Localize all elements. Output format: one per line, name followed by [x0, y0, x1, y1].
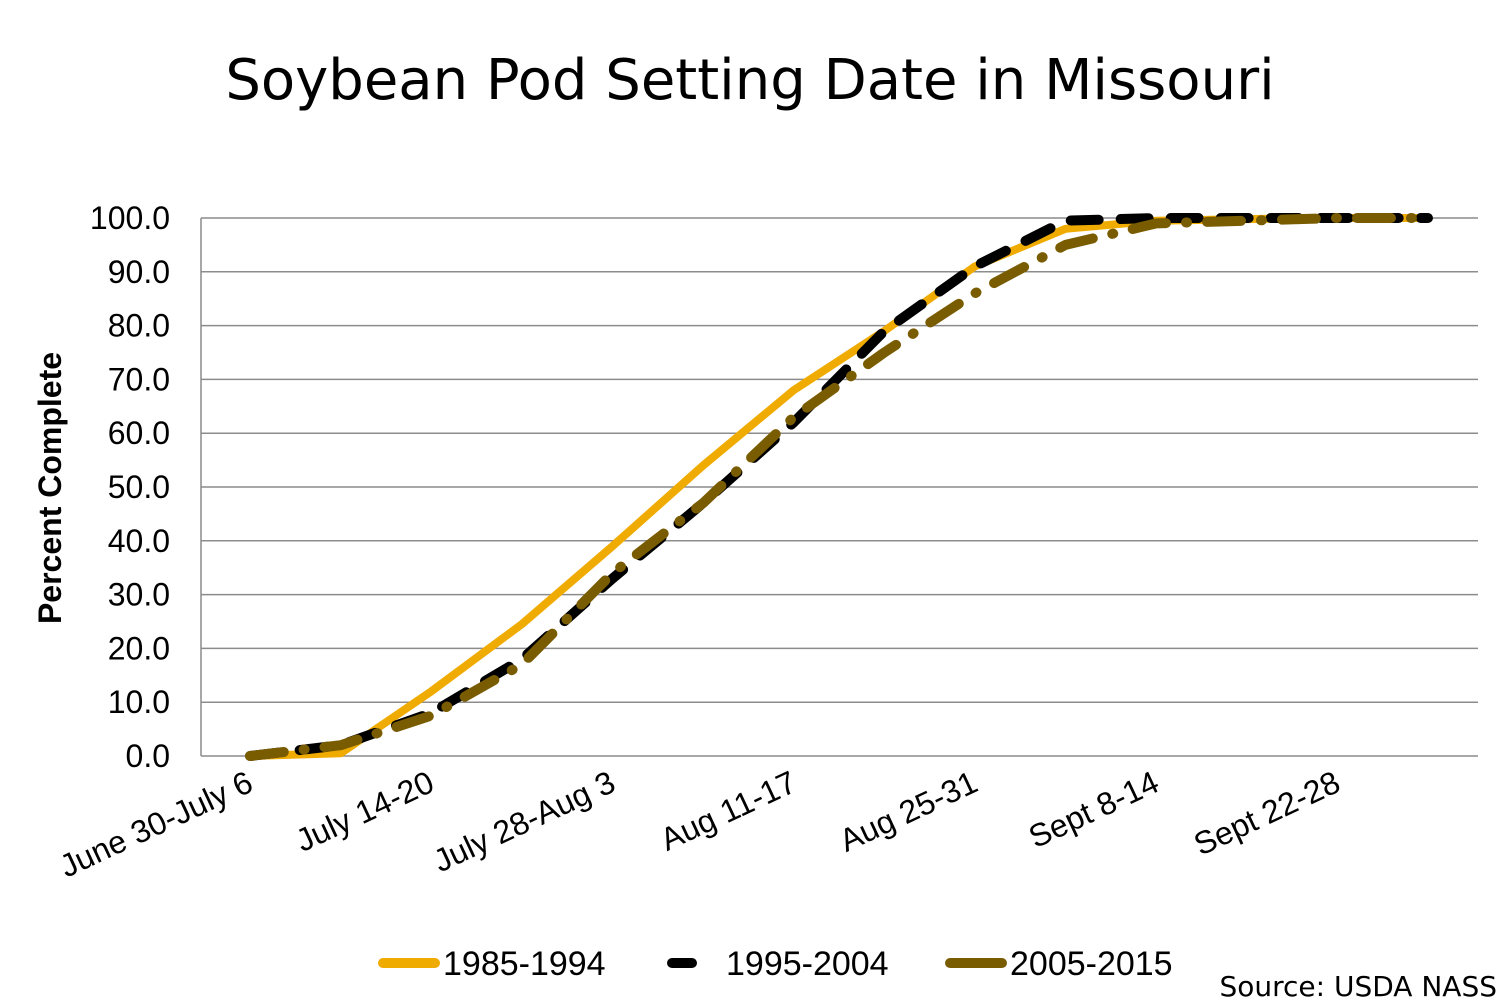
x-tick-label: Sept 22-28 — [1188, 764, 1345, 863]
x-tick-label: July 14-20 — [290, 764, 439, 859]
y-tick-label: 70.0 — [108, 361, 170, 397]
legend: 1985-1994 1995-2004 2005-2015 — [378, 945, 1173, 983]
x-tick-label: Aug 25-31 — [834, 764, 983, 859]
x-tick-label: Sept 8-14 — [1023, 764, 1164, 855]
y-tick-label: 20.0 — [108, 630, 170, 666]
legend-label: 1985-1994 — [443, 945, 606, 983]
legend-item: 2005-2015 — [945, 945, 1173, 983]
legend-label: 1995-2004 — [726, 945, 889, 983]
x-tick-label: July 28-Aug 3 — [428, 764, 621, 879]
y-axis-label: Percent Complete — [32, 352, 68, 624]
y-tick-label: 50.0 — [108, 469, 170, 505]
y-tick-label: 60.0 — [108, 415, 170, 451]
y-axis-ticks: 0.0 10.0 20.0 30.0 40.0 50.0 60.0 70.0 80.0 90.0 1… — [90, 200, 170, 774]
source-note: Source: USDA NASS — [1219, 970, 1497, 1000]
x-tick-label: Aug 11-17 — [655, 764, 802, 858]
y-tick-label: 90.0 — [108, 254, 170, 290]
series-lines — [245, 213, 1433, 761]
y-tick-label: 10.0 — [108, 684, 170, 720]
x-tick-label: June 30-July 6 — [54, 764, 258, 885]
y-tick-label: 40.0 — [108, 523, 170, 559]
y-tick-label: 0.0 — [126, 738, 170, 774]
chart-title: Soybean Pod Setting Date in Missouri — [225, 48, 1275, 113]
legend-item: 1985-1994 — [378, 945, 606, 983]
y-tick-label: 100.0 — [90, 200, 170, 236]
y-tick-label: 80.0 — [108, 308, 170, 344]
legend-item: 1995-2004 — [667, 945, 889, 983]
y-tick-label: 30.0 — [108, 577, 170, 613]
gridlines — [200, 217, 1478, 757]
series-line-2005-2015 — [245, 213, 1433, 761]
legend-label: 2005-2015 — [1010, 945, 1173, 983]
